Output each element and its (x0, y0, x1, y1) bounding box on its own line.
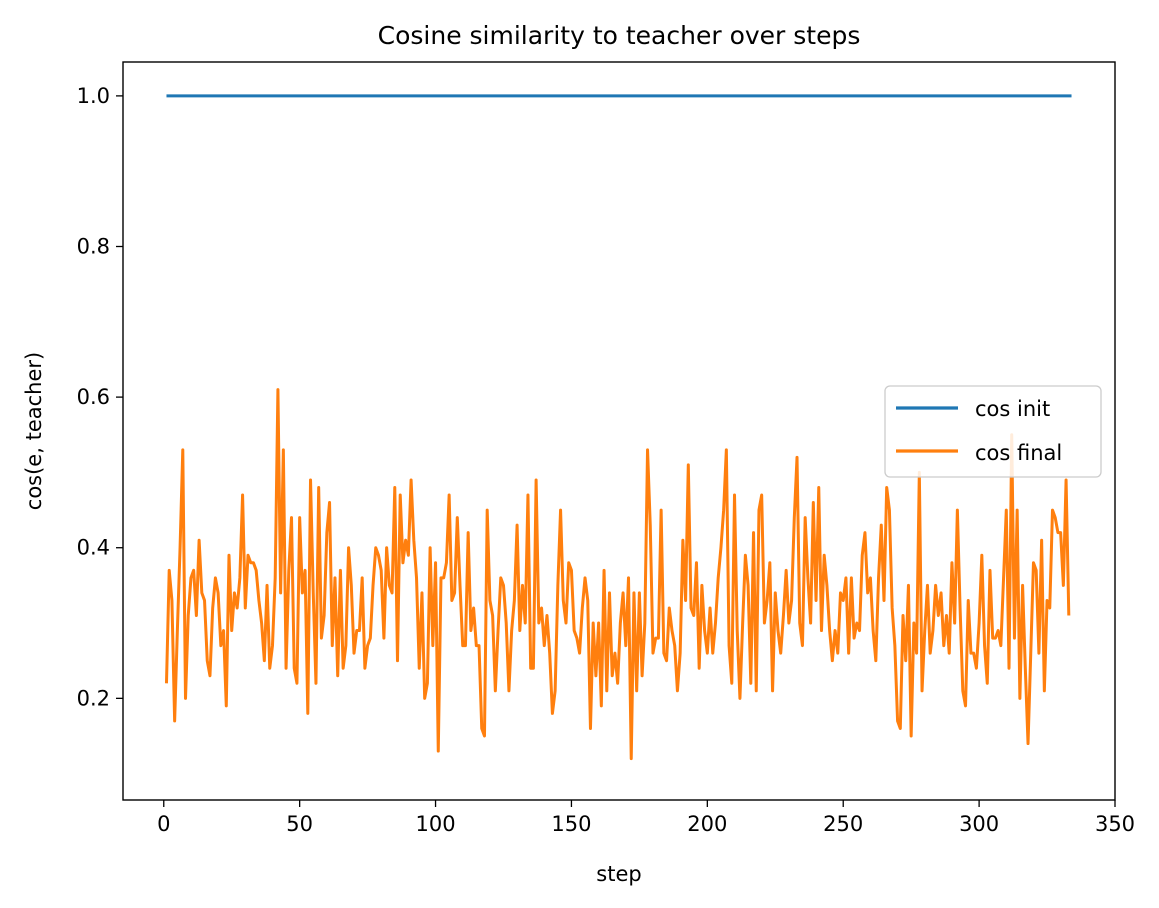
x-tick-label: 150 (551, 812, 591, 836)
y-axis-label: cos(e, teacher) (22, 352, 46, 510)
x-axis-label: step (596, 862, 641, 886)
y-tick-label: 0.6 (77, 385, 110, 409)
y-tick-label: 0.2 (77, 686, 110, 710)
legend: cos init cos final (884, 385, 1102, 478)
y-tick-label: 1.0 (77, 84, 110, 108)
series-line-cos-final (164, 388, 1071, 761)
legend-label-cos-init: cos init (975, 397, 1050, 421)
plot-area (164, 94, 1072, 761)
x-tick-label: 300 (959, 812, 999, 836)
x-tick-label: 0 (157, 812, 170, 836)
x-tick-label: 250 (823, 812, 863, 836)
y-tick-label: 0.8 (77, 235, 110, 259)
plot-frame (122, 61, 1116, 801)
x-tick-label: 50 (286, 812, 313, 836)
y-tick-label: 0.4 (77, 536, 110, 560)
chart-title: Cosine similarity to teacher over steps (378, 21, 861, 50)
x-tick-label: 100 (416, 812, 456, 836)
y-axis: 0.2 0.4 0.6 0.8 1.0 (77, 84, 123, 710)
x-tick-label: 200 (687, 812, 727, 836)
x-axis: 0 50 100 150 200 250 300 350 (157, 800, 1135, 836)
x-tick-label: 350 (1095, 812, 1135, 836)
legend-label-cos-final: cos final (975, 441, 1062, 465)
